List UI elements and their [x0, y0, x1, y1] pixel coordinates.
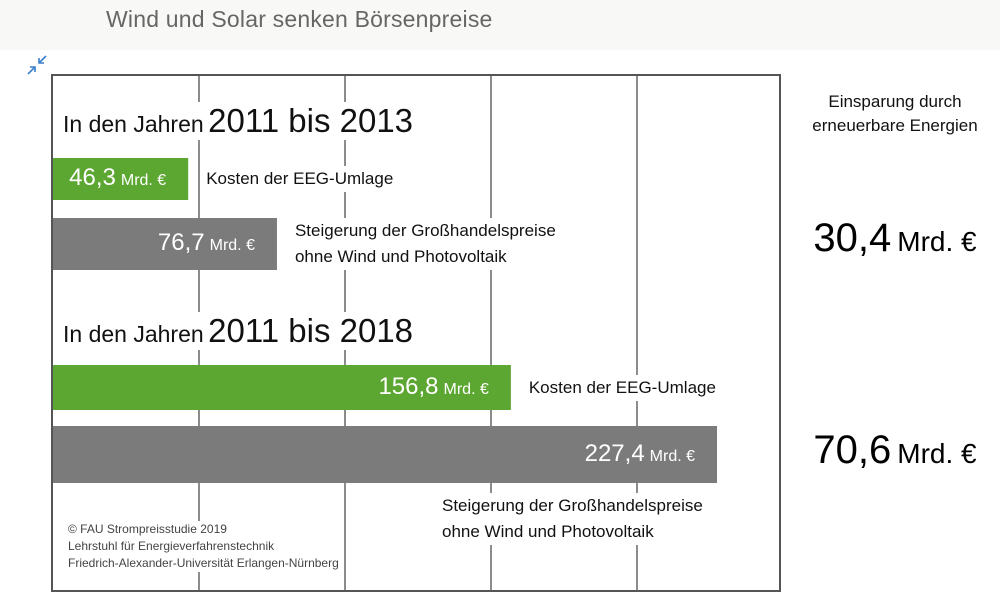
collapse-arrows-icon[interactable]: [26, 54, 48, 76]
bar-value-unit: Mrd. €: [443, 380, 489, 398]
bar-grosshandelspreise-group-2: [53, 426, 718, 483]
heading-prefix: In den Jahren: [63, 111, 204, 137]
bar-value-number: 156,8: [378, 372, 439, 400]
bar-grosshandelspreise-group-1: [53, 218, 277, 270]
section-heading-2011-2018: In den Jahren 2011 bis 2018: [63, 312, 418, 350]
bar-value-unit: Mrd. €: [649, 447, 696, 465]
heading-range: 2011 bis 2018: [208, 312, 414, 349]
savings-unit: Mrd. €: [897, 226, 977, 257]
savings-unit: Mrd. €: [897, 438, 977, 469]
chart-frame: In den Jahren 2011 bis 2013 In den Jahre…: [51, 74, 781, 592]
bar-value-unit: Mrd. €: [209, 237, 255, 254]
bar-eeg-umlage-group-1: [53, 158, 189, 200]
bar-value-label: 227,4 Mrd. €: [585, 440, 695, 468]
bar-description-label: Kosten der EEG-Umlage: [202, 166, 398, 192]
section-heading-2011-2013: In den Jahren 2011 bis 2013: [63, 102, 418, 140]
bar-description-label: Steigerung der Großhandelspreise ohne Wi…: [438, 493, 707, 545]
title-band: [0, 0, 1000, 50]
bar-value-number: 76,7: [157, 229, 205, 256]
bar-description-label: Kosten der EEG-Umlage: [524, 374, 720, 401]
bar-description-label: Steigerung der Großhandelspreise ohne Wi…: [290, 218, 560, 270]
savings-heading: Einsparung durch erneuerbare Energien: [812, 92, 978, 135]
bar-eeg-umlage-group-2: [53, 365, 511, 410]
savings-value-2011-2018: 70,6 Mrd. €: [790, 428, 1000, 473]
heading-range: 2011 bis 2013: [208, 102, 414, 139]
bar-value-number: 227,4: [584, 439, 645, 467]
savings-number: 70,6: [813, 428, 892, 472]
credit-line: Friedrich-Alexander-Universität Erlangen…: [68, 556, 339, 570]
bar-value-number: 46,3: [69, 164, 116, 191]
credit-line: Lehrstuhl für Energieverfahrenstechnik: [68, 539, 275, 553]
heading-prefix: In den Jahren: [63, 321, 204, 347]
credit-line: © FAU Strompreisstudie 2019: [68, 522, 227, 536]
bar-value-label: 76,7 Mrd. €: [158, 229, 255, 257]
bar-value-unit: Mrd. €: [120, 172, 167, 189]
savings-value-2011-2013: 30,4 Mrd. €: [790, 216, 1000, 261]
savings-number: 30,4: [813, 216, 892, 260]
chart-plot: [53, 76, 718, 590]
page-title: Wind und Solar senken Börsenpreise: [106, 6, 493, 32]
bar-value-label: 46,3 Mrd. €: [69, 164, 166, 192]
bar-value-label: 156,8 Mrd. €: [378, 373, 488, 401]
credit-text: © FAU Strompreisstudie 2019 Lehrstuhl fü…: [68, 521, 343, 572]
